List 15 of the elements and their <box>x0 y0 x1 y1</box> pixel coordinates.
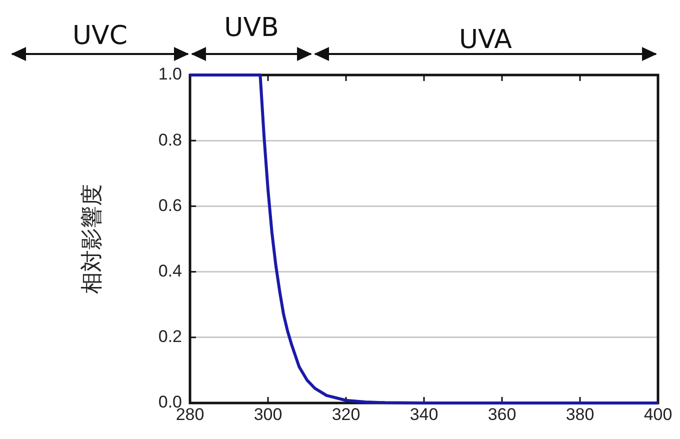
y-axis-title: 相対影響度 <box>80 184 105 294</box>
x-tick-label: 400 <box>644 404 672 424</box>
y-tick-label: 0.8 <box>158 130 182 150</box>
y-tick-label: 0.4 <box>158 261 182 280</box>
text: UVC <box>72 21 128 51</box>
y-tick-label: 1.0 <box>158 64 182 84</box>
y-tick-label: 0.2 <box>158 327 182 346</box>
text: UVB <box>223 13 280 43</box>
text: UVA <box>458 25 513 55</box>
x-tick-label: 380 <box>566 404 594 424</box>
x-tick-label: 320 <box>332 404 360 424</box>
x-tick-label: 300 <box>254 404 282 424</box>
x-tick-label: 340 <box>410 404 438 424</box>
x-tick-label: 360 <box>488 404 516 424</box>
y-tick-label: 0.6 <box>158 196 182 215</box>
